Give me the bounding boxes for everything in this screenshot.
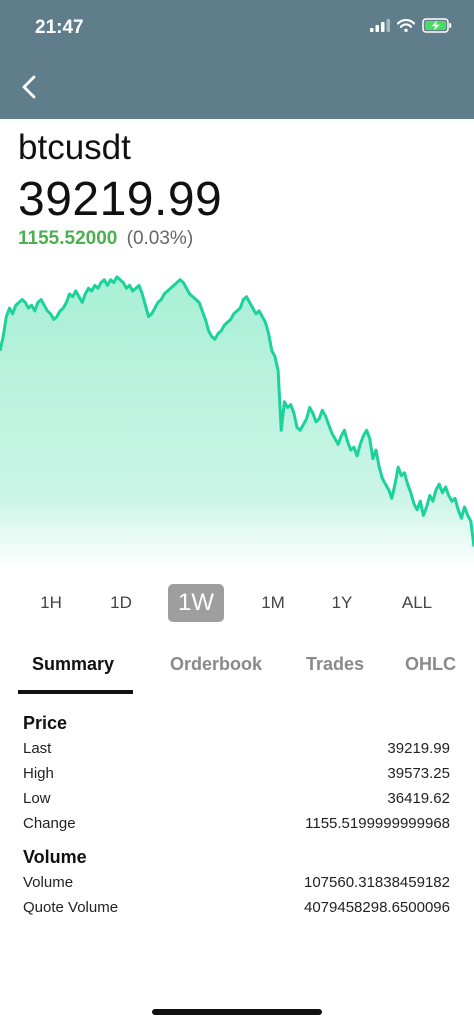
stat-row-last: Last 39219.99 xyxy=(23,740,450,762)
active-tab-indicator xyxy=(18,690,133,694)
stat-value: 39573.25 xyxy=(387,765,450,782)
stat-row-high: High 39573.25 xyxy=(23,765,450,787)
stat-row-low: Low 36419.62 xyxy=(23,790,450,812)
app-header: 21:47 xyxy=(0,0,474,119)
tab-orderbook[interactable]: Orderbook xyxy=(170,654,263,674)
chart-area-fill xyxy=(0,276,474,568)
range-1d[interactable]: 1D xyxy=(110,593,132,612)
stat-value: 107560.31838459182 xyxy=(304,874,450,891)
status-icons xyxy=(370,18,452,33)
range-1m[interactable]: 1M xyxy=(261,593,285,612)
range-1h[interactable]: 1H xyxy=(40,593,62,612)
volume-section-title: Volume xyxy=(23,847,87,867)
chart-price-line xyxy=(0,275,474,547)
stat-value: 1155.5199999999968 xyxy=(305,815,450,832)
market-price: 39219.99 xyxy=(18,173,223,226)
range-1w[interactable]: 1W xyxy=(168,584,224,622)
detail-tabs: Summary Orderbook Trades OHLC xyxy=(0,646,474,696)
home-indicator xyxy=(152,1009,322,1015)
cellular-signal-icon xyxy=(370,19,390,32)
time-range-selector: 1H 1D 1W 1M 1Y ALL xyxy=(0,584,474,622)
tab-summary[interactable]: Summary xyxy=(32,654,115,674)
change-percent: (0.03%) xyxy=(126,228,194,249)
price-chart[interactable] xyxy=(0,268,474,568)
stat-label: Change xyxy=(23,815,76,832)
tab-ohlc[interactable]: OHLC xyxy=(405,654,456,674)
range-1y[interactable]: 1Y xyxy=(331,593,353,612)
change-absolute: 1155.52000 xyxy=(18,228,118,249)
stat-label: Quote Volume xyxy=(23,899,119,916)
price-change: 1155.52000 (0.03%) xyxy=(18,228,193,250)
stat-label: Last xyxy=(23,740,52,757)
wifi-icon xyxy=(397,19,415,32)
price-section-title: Price xyxy=(23,713,68,733)
stat-row-volume: Volume 107560.31838459182 xyxy=(23,874,450,896)
stat-value: 36419.62 xyxy=(387,790,450,807)
stat-label: High xyxy=(23,765,54,782)
back-button[interactable] xyxy=(12,70,46,104)
stat-row-change: Change 1155.5199999999968 xyxy=(23,815,450,837)
tab-trades[interactable]: Trades xyxy=(306,654,365,674)
stat-row-quote-volume: Quote Volume 4079458298.6500096 xyxy=(23,899,450,921)
stat-label: Volume xyxy=(23,874,74,891)
stat-value: 39219.99 xyxy=(387,740,450,757)
stat-label: Low xyxy=(23,790,51,807)
battery-charging-icon xyxy=(422,18,452,33)
chevron-left-icon xyxy=(22,75,36,99)
range-all[interactable]: ALL xyxy=(401,593,433,612)
stat-value: 4079458298.6500096 xyxy=(304,899,450,916)
market-symbol: btcusdt xyxy=(18,128,131,167)
status-time: 21:47 xyxy=(35,17,84,38)
